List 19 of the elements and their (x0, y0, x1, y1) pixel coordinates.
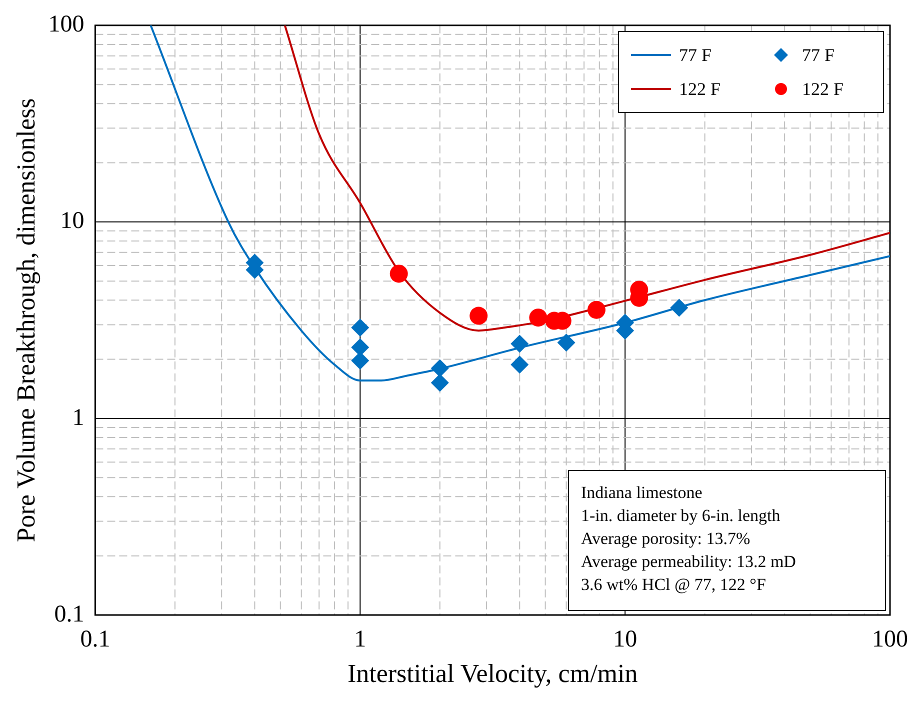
annotation: Average permeability: 13.2 mD (581, 551, 797, 573)
x-tick-label: 1 (354, 626, 366, 653)
legend-label: 122 F (679, 78, 721, 100)
annotation: 3.6 wt% HCl @ 77, 122 °F (581, 574, 767, 596)
y-tick-label: 100 (48, 12, 84, 38)
legend-label: 77 F (679, 44, 712, 66)
legend-label: 122 F (802, 78, 844, 100)
y-tick-label: 10 (60, 208, 84, 234)
x-axis-title: Interstitial Velocity, cm/min (347, 659, 638, 688)
y-tick-label: 0.1 (54, 601, 84, 628)
legend-label: 77 F (802, 44, 835, 66)
x-tick-label: 0.1 (80, 626, 110, 653)
annotation: Indiana limestone (581, 482, 704, 504)
x-tick-label: 10 (613, 626, 638, 653)
y-axis-title: Pore Volume Breakthrough, dimensionless (11, 98, 40, 542)
annotation: Average porosity: 13.7% (581, 528, 752, 550)
y-tick-label: 1 (72, 404, 84, 431)
annotation: 1-in. diameter by 6-in. length (581, 505, 782, 527)
x-tick-label: 100 (872, 626, 908, 653)
